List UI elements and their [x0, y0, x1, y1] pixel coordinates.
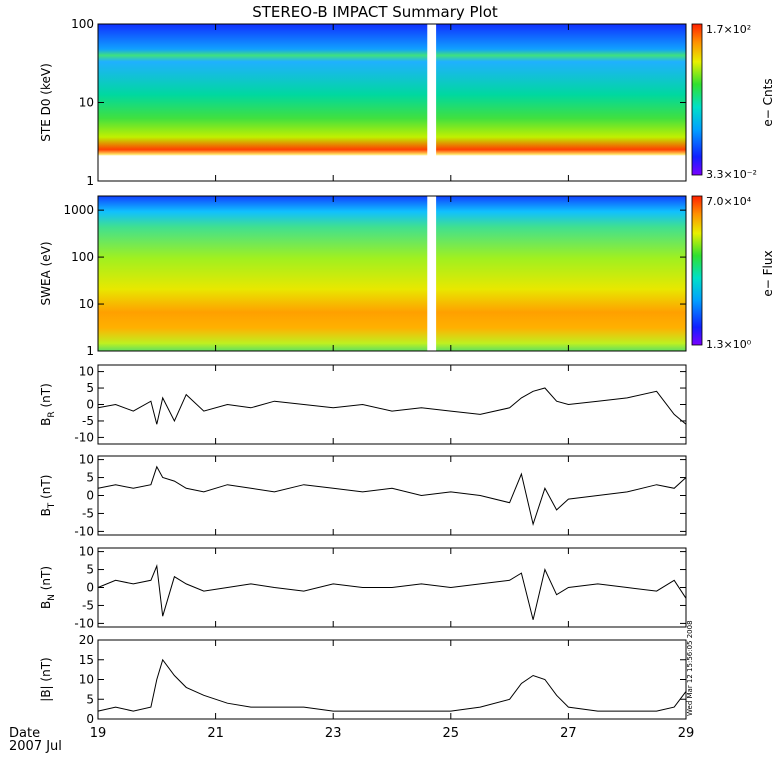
bn-ytick-label: 5	[86, 563, 94, 577]
bt-ytick-label: 10	[79, 453, 94, 467]
bmag-ytick-label: 5	[86, 692, 94, 706]
swea-frame	[97, 195, 687, 352]
swea-data-gap	[427, 196, 437, 351]
xtick-label: 25	[443, 726, 460, 741]
bmag-ytick-label: 10	[79, 673, 94, 687]
swea-ytick-label: 1	[86, 344, 94, 358]
bt-ytick-label: -5	[82, 506, 94, 520]
swea-colorbar	[691, 195, 703, 346]
bt-ytick-label: 5	[86, 471, 94, 485]
br-ytick-label: -5	[82, 414, 94, 428]
plot-title: STEREO-B IMPACT Summary Plot	[252, 3, 498, 21]
date-label: Date	[9, 726, 40, 741]
bt-ytick-label: -10	[74, 524, 94, 538]
br-ytick-label: 5	[86, 381, 94, 395]
xtick-label: 27	[560, 726, 577, 741]
ste-spectrogram	[98, 24, 686, 181]
bn-ytick-label: -5	[82, 598, 94, 612]
panel-bn: -10 -5 0 5 10 BN (nT)	[39, 545, 687, 630]
ste-ytick-label: 100	[71, 17, 94, 31]
xtick-label: 21	[207, 726, 224, 741]
br-series-line	[97, 387, 687, 425]
br-frame	[97, 364, 687, 445]
panel-bmag: 0 5 10 15 20 |B| (nT)	[39, 633, 687, 726]
bn-ytick-label: 0	[86, 581, 94, 595]
generated-stamp: Wed Mar 12 15:56:05 2008	[686, 620, 694, 716]
bn-ytick-label: 10	[79, 545, 94, 559]
panel-swea: 7.0×10⁴ 1.3×10⁰ e− Flux 1 10 100 1000 SWEA (eV)	[39, 195, 775, 358]
xtick-label: 19	[90, 726, 107, 741]
bt-ytick-label: 0	[86, 489, 94, 503]
date-value: 2007 Jul	[9, 739, 62, 754]
panel-bt: -10 -5 0 5 10 BT (nT)	[39, 453, 687, 538]
xtick-label: 23	[325, 726, 342, 741]
swea-ytick-label: 1000	[63, 203, 94, 217]
bt-series-line	[97, 465, 687, 527]
ste-colorbar-min: 3.3×10⁻²	[706, 168, 757, 181]
bn-ytick-label: -10	[74, 616, 94, 630]
swea-spectrogram	[98, 196, 686, 351]
ste-data-gap	[427, 24, 437, 181]
bmag-series-line	[97, 658, 687, 712]
ste-colorbar-label: e− Cnts	[761, 78, 775, 126]
br-ylabel: BR (nT)	[39, 383, 57, 426]
bmag-ytick-label: 0	[86, 712, 94, 726]
bt-ylabel: BT (nT)	[39, 475, 57, 517]
bmag-ylabel: |B| (nT)	[39, 657, 53, 701]
swea-colorbar-min: 1.3×10⁰	[706, 338, 752, 351]
panel-ste: 1.7×10² 3.3×10⁻² e− Cnts 1 10 100 STE D0 (keV)	[39, 17, 775, 188]
swea-ylabel: SWEA (eV)	[39, 241, 53, 305]
bmag-ytick-label: 15	[79, 653, 94, 667]
panel-br: -10 -5 0 5 10 BR (nT)	[39, 364, 687, 445]
bn-series-line	[97, 564, 687, 620]
swea-colorbar-label: e− Flux	[761, 250, 775, 296]
bmag-frame	[97, 639, 687, 720]
bn-ylabel: BN (nT)	[39, 566, 57, 609]
swea-ytick-label: 10	[79, 297, 94, 311]
ste-ylabel: STE D0 (keV)	[39, 63, 53, 142]
bmag-ytick-label: 20	[79, 633, 94, 647]
ste-colorbar	[691, 23, 703, 176]
xtick-label: 29	[678, 726, 695, 741]
time-axis: 19 21 23 25 27 29	[90, 726, 695, 741]
ste-ytick-label: 10	[79, 96, 94, 110]
ste-ytick-label: 1	[86, 174, 94, 188]
swea-ytick-label: 100	[71, 250, 94, 264]
br-ytick-label: -10	[74, 430, 94, 444]
br-ytick-label: 0	[86, 398, 94, 412]
ste-colorbar-max: 1.7×10²	[706, 23, 751, 36]
br-ytick-label: 10	[79, 365, 94, 379]
swea-colorbar-max: 7.0×10⁴	[706, 195, 752, 208]
